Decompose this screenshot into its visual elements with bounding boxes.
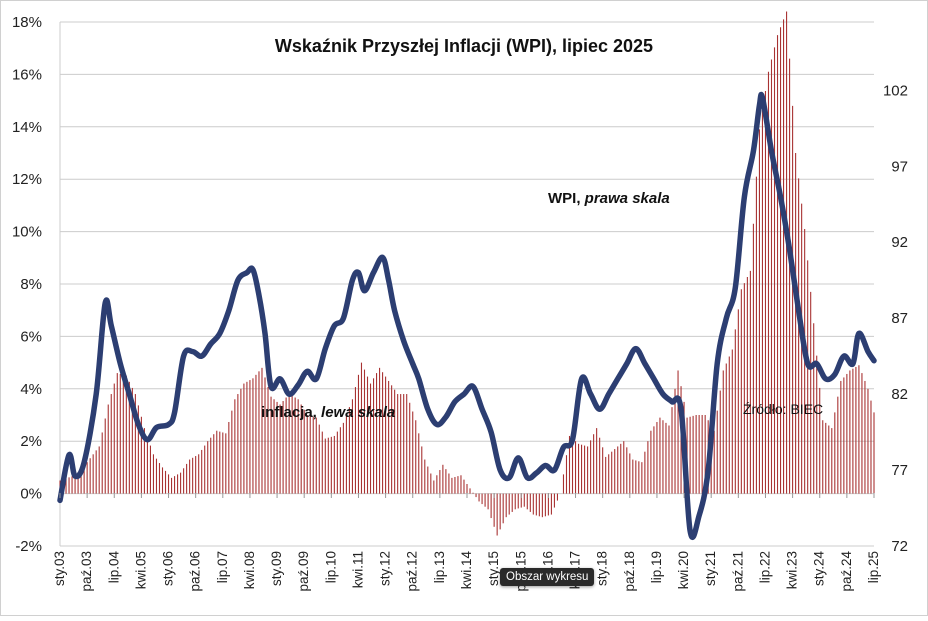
left-tick-label: 16%	[12, 66, 42, 83]
x-tick-label: kwi.14	[459, 551, 474, 590]
x-tick-label: sty.12	[378, 551, 393, 586]
x-tick-label: lip.25	[866, 551, 881, 583]
x-tick-label: lip.10	[323, 551, 338, 583]
x-tick-label: lip.19	[649, 551, 664, 583]
x-tick-label: sty.18	[595, 551, 610, 586]
right-axis: 72 77 82 87 92 97 102	[883, 82, 908, 555]
x-tick-label: paź.03	[79, 551, 94, 592]
left-tick-label: 18%	[12, 14, 42, 31]
source-label: Źródło: BIEC	[743, 401, 823, 417]
x-tick-label: sty.09	[269, 551, 284, 586]
chart-title: Wskaźnik Przyszłej Inflacji (WPI), lipie…	[275, 36, 653, 56]
x-tick-label: sty.03	[52, 551, 67, 586]
x-tick-label: paź.18	[622, 551, 637, 592]
x-tick-label: sty.15	[486, 551, 501, 586]
right-tick-label: 72	[891, 538, 908, 555]
x-tick-label: paź.12	[405, 551, 420, 592]
right-tick-label: 102	[883, 82, 908, 99]
x-tick-label: sty.21	[703, 551, 718, 586]
wpi-series-label: WPI, prawa skala	[548, 190, 670, 207]
x-tick-label: kwi.23	[785, 551, 800, 589]
x-tick-label: lip.13	[432, 551, 447, 583]
x-tick-label: lip.07	[215, 551, 230, 583]
wpi-series-label-scale: prawa skala	[584, 190, 670, 207]
x-tick-label: paź.09	[296, 551, 311, 592]
wpi-line	[57, 91, 877, 541]
right-tick-label: 92	[891, 234, 908, 251]
wpi-series-label-prefix: WPI,	[548, 190, 585, 207]
x-tick-label: paź.24	[839, 551, 854, 592]
right-tick-label: 77	[891, 462, 908, 479]
x-tick-label: sty.06	[161, 551, 176, 586]
x-tick-label: sty.24	[812, 551, 827, 587]
x-tick-label: paź.06	[188, 551, 203, 592]
right-tick-label: 82	[891, 386, 908, 403]
x-tick-label: kwi.05	[133, 551, 148, 589]
x-tick-label: lip.04	[106, 551, 121, 584]
left-tick-label: 14%	[12, 119, 42, 136]
left-tick-label: 6%	[20, 328, 42, 345]
x-tick-label: kwi.11	[350, 551, 365, 588]
left-tick-label: 12%	[12, 171, 42, 188]
left-tick-label: 2%	[20, 433, 42, 450]
left-tick-label: 8%	[20, 276, 42, 293]
x-tick-label: kwi.08	[242, 551, 257, 589]
inflation-series-label: inflacja, lewa skala	[261, 404, 395, 421]
x-tick-label: paź.21	[730, 551, 745, 592]
chart-area-tooltip: Obszar wykresu	[500, 568, 595, 586]
right-tick-label: 97	[891, 158, 908, 175]
inflation-series-label-scale: lewa skala	[321, 404, 395, 421]
right-tick-label: 87	[891, 310, 908, 327]
left-axis: -2% 0% 2% 4% 6% 8% 10% 12% 14% 16% 18%	[12, 14, 42, 555]
left-tick-label: -2%	[15, 538, 42, 555]
x-tick-label: kwi.20	[676, 551, 691, 589]
x-axis: sty.03 paź.03 lip.04 kwi.05 sty.06 paź.06 lip.…	[52, 493, 881, 592]
left-tick-label: 0%	[20, 486, 42, 503]
wpi-series-path	[57, 91, 877, 541]
x-tick-label: lip.22	[757, 551, 772, 583]
inflation-series-label-prefix: inflacja,	[261, 404, 321, 421]
left-tick-label: 4%	[20, 381, 42, 398]
inflation-bars	[59, 11, 875, 536]
left-tick-label: 10%	[12, 224, 42, 241]
